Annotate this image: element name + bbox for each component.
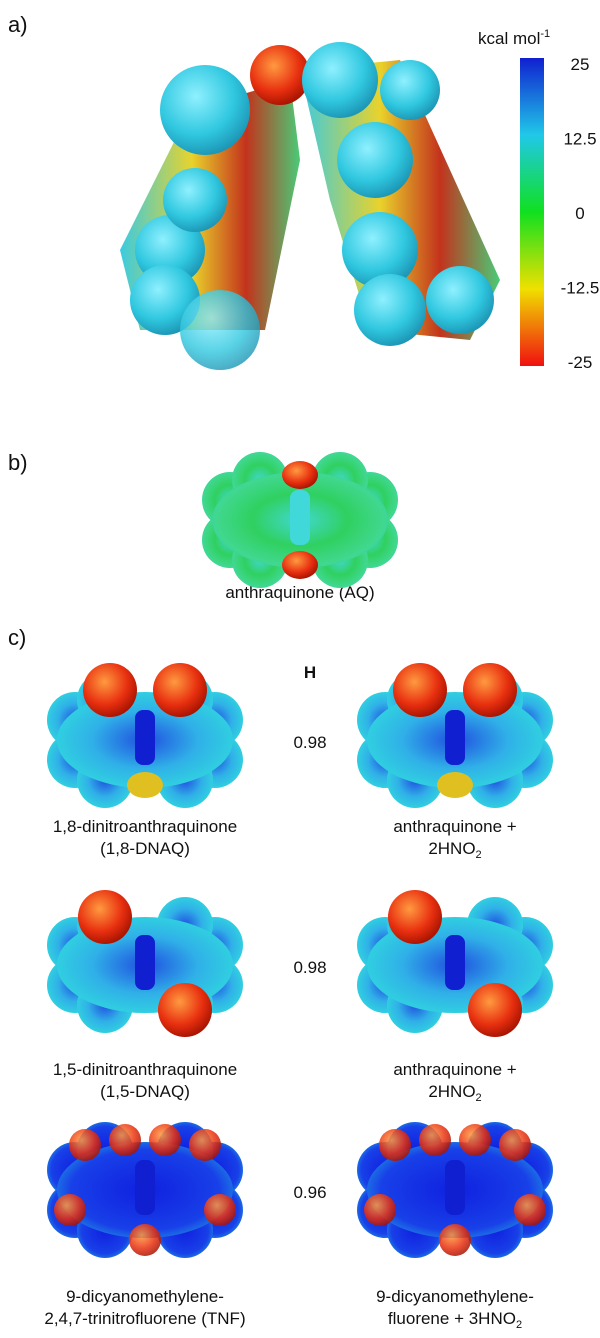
colorbar — [520, 58, 544, 366]
group — [459, 1124, 491, 1156]
no2 — [388, 890, 442, 944]
h-value: 0.98 — [293, 958, 326, 977]
caption-right: fluorene + 3HNO2 — [388, 1309, 522, 1331]
caption-right: anthraquinone + — [393, 1060, 516, 1079]
group — [419, 1124, 451, 1156]
group — [499, 1129, 531, 1161]
colorbar-unit: kcal mol-1 — [478, 28, 550, 48]
group — [69, 1129, 101, 1161]
o — [282, 461, 318, 489]
caption-left: 9-dicyanomethylene- — [66, 1287, 224, 1306]
h-value: 0.96 — [293, 1183, 326, 1202]
colorbar-tick-label: -25 — [568, 353, 593, 372]
no2 — [158, 983, 212, 1037]
figure: a) b) c) kcal mol-1 anthraquinone (AQ) H… — [0, 0, 600, 1338]
panel-label: a) — [8, 12, 28, 37]
caption-right: 2HNO2 — [428, 839, 481, 861]
caption-right: anthraquinone + — [393, 817, 516, 836]
caption-left: 1,5-dinitroanthraquinone — [53, 1060, 237, 1079]
unit: kcal mol — [478, 29, 540, 48]
o — [437, 772, 473, 798]
group — [149, 1124, 181, 1156]
molecule-map — [202, 452, 398, 588]
molecule-map — [47, 1122, 243, 1258]
no2 — [153, 663, 207, 717]
center — [135, 1160, 155, 1215]
molecule-map — [357, 1122, 553, 1258]
group — [514, 1194, 546, 1226]
molecule-map — [357, 890, 553, 1037]
colorbar-tick-label: 12.5 — [563, 130, 596, 149]
caption-left: (1,5-DNAQ) — [100, 1082, 190, 1101]
panel-label: c) — [8, 625, 26, 650]
group — [189, 1129, 221, 1161]
caption-text: 2HNO — [428, 839, 475, 858]
no2 — [468, 983, 522, 1037]
center — [445, 710, 465, 765]
center — [290, 490, 310, 545]
caption-text: fluorene + 3HNO — [388, 1309, 516, 1328]
caption-right: 2HNO2 — [428, 1082, 481, 1104]
group — [109, 1124, 141, 1156]
colorbar-tick-label: -12.5 — [561, 279, 600, 298]
caption-text: 2HNO — [428, 1082, 475, 1101]
group — [54, 1194, 86, 1226]
molecule-a — [120, 42, 500, 370]
subscript: 2 — [476, 849, 482, 861]
colorbar-tick-label: 0 — [575, 204, 584, 223]
molecule-map — [47, 663, 243, 808]
caption-left: 2,4,7-trinitrofluorene (TNF) — [44, 1309, 245, 1328]
center — [135, 935, 155, 990]
group — [129, 1224, 161, 1256]
center — [445, 935, 465, 990]
caption: anthraquinone (AQ) — [225, 583, 374, 602]
caption-left: 1,8-dinitroanthraquinone — [53, 817, 237, 836]
center — [445, 1160, 465, 1215]
no2 — [393, 663, 447, 717]
group — [204, 1194, 236, 1226]
group — [439, 1224, 471, 1256]
o — [282, 551, 318, 579]
panel-label: b) — [8, 450, 28, 475]
column-header: H — [304, 663, 316, 682]
group — [364, 1194, 396, 1226]
caption-left: (1,8-DNAQ) — [100, 839, 190, 858]
caption-right: 9-dicyanomethylene- — [376, 1287, 534, 1306]
colorbar-tick-label: 25 — [571, 55, 590, 74]
center — [135, 710, 155, 765]
no2 — [463, 663, 517, 717]
group — [379, 1129, 411, 1161]
molecule-map — [47, 890, 243, 1037]
unit-sup: -1 — [540, 28, 550, 40]
subscript: 2 — [516, 1319, 522, 1331]
no2 — [78, 890, 132, 944]
no2 — [83, 663, 137, 717]
molecule-map — [357, 663, 553, 808]
subscript: 2 — [476, 1092, 482, 1104]
o — [127, 772, 163, 798]
h-value: 0.98 — [293, 733, 326, 752]
